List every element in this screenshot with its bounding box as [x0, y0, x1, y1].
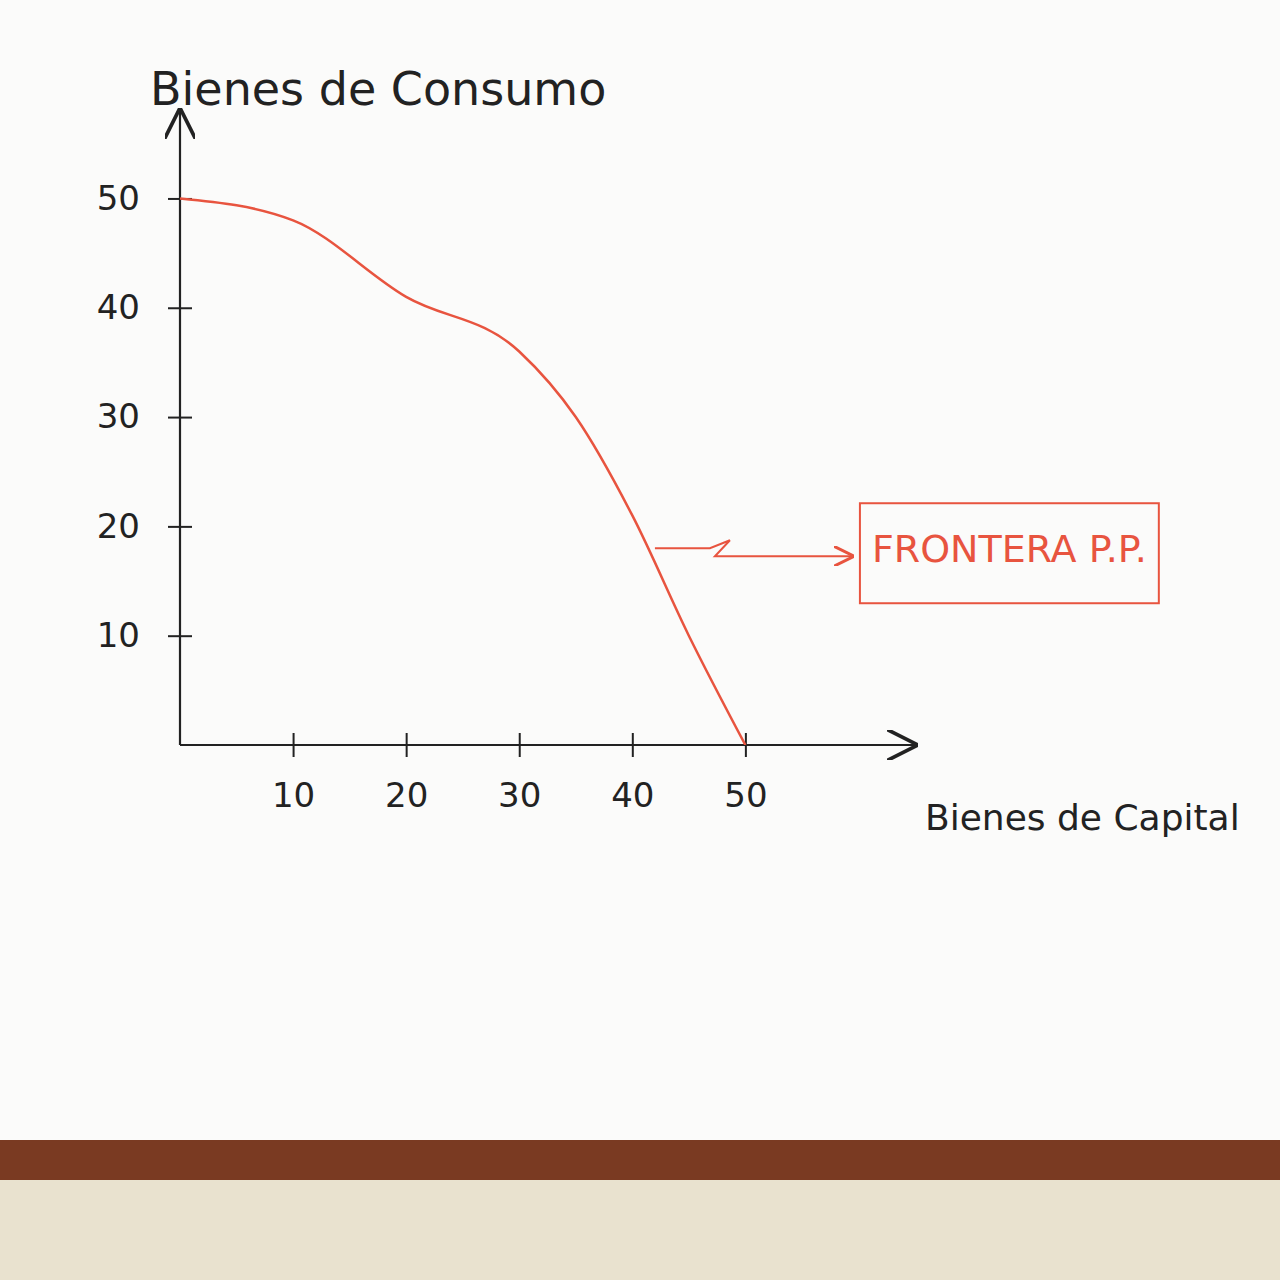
annotation-arrow [655, 540, 852, 556]
x-axis-title: Bienes de Capital [925, 797, 1240, 838]
y-tick: 40 [97, 287, 192, 327]
y-tick-mark [168, 417, 192, 419]
frontier-line [180, 198, 745, 745]
y-tick-mark [168, 526, 192, 528]
y-tick-label: 30 [97, 396, 140, 436]
annotation: FRONTERA P.P. [655, 503, 1159, 603]
plot: 10 20 30 40 50 10 20 30 40 50 [97, 111, 915, 815]
x-tick-label: 10 [272, 775, 315, 815]
x-tick: 50 [724, 733, 767, 815]
x-tick: 10 [272, 733, 315, 815]
x-tick-mark [293, 733, 295, 757]
x-tick: 30 [498, 733, 541, 815]
wall [0, 1180, 1280, 1280]
x-axis-line [180, 744, 915, 746]
x-tick-mark [406, 733, 408, 757]
x-axis: 10 20 30 40 50 [180, 733, 915, 815]
marks [180, 198, 745, 745]
y-axis-line [179, 111, 181, 745]
x-tick-label: 20 [385, 775, 428, 815]
x-tick-label: 50 [724, 775, 767, 815]
x-tick-label: 30 [498, 775, 541, 815]
board [0, 0, 1280, 1140]
y-tick-label: 50 [97, 178, 140, 218]
annotation-box [860, 503, 1159, 603]
y-tick-label: 20 [97, 506, 140, 546]
x-tick-label: 40 [611, 775, 654, 815]
y-tick: 30 [97, 396, 192, 436]
y-tick-label: 10 [97, 615, 140, 655]
y-tick: 50 [97, 178, 192, 218]
y-tick-mark [168, 307, 192, 309]
chart-svg: 10 20 30 40 50 10 20 30 40 50 Bienes de Consumo Bie… [0, 0, 1280, 1280]
x-tick-mark [632, 733, 634, 757]
x-tick: 40 [611, 733, 654, 815]
x-tick: 20 [385, 733, 428, 815]
y-axis-title: Bienes de Consumo [150, 62, 606, 116]
y-axis: 10 20 30 40 50 [97, 111, 192, 745]
board-frame [0, 1140, 1280, 1180]
x-tick-mark [519, 733, 521, 757]
y-tick-mark [168, 635, 192, 637]
annotation-text: FRONTERA P.P. [872, 527, 1147, 571]
y-tick: 10 [97, 615, 192, 655]
y-tick-label: 40 [97, 287, 140, 327]
y-tick: 20 [97, 506, 192, 546]
